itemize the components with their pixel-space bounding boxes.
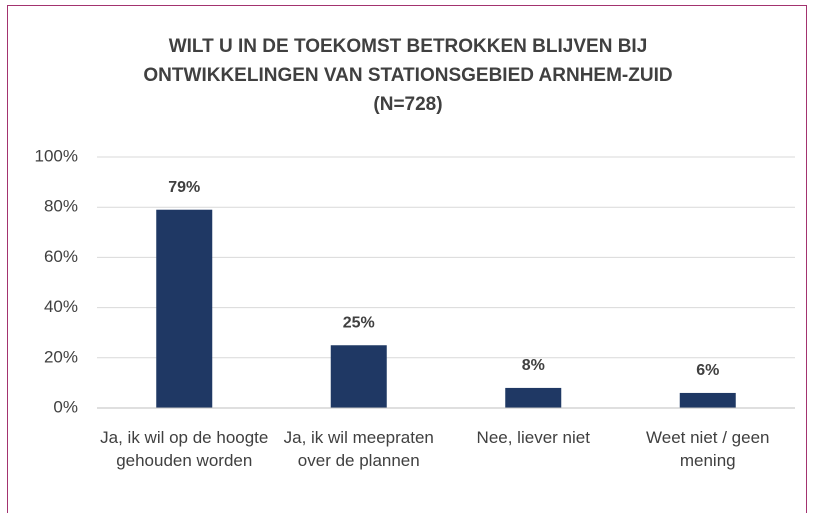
bar [679,392,736,408]
chart-title: WILT U IN DE TOEKOMST BETROKKEN BLIJVEN … [143,36,673,115]
y-tick-label: 100% [35,146,78,165]
x-tick-label: Ja, ik wil op de hoogte gehouden worden [100,428,269,470]
y-tick-label: 0% [53,397,78,416]
value-label: 79% [168,179,200,196]
y-tick-label: 80% [44,197,78,216]
value-label: 25% [343,314,375,331]
y-tick-label: 60% [44,247,78,266]
x-tick-label: Weet niet / geen mening [646,428,770,470]
bar [505,387,562,408]
chart-frame [7,5,807,513]
bar [156,209,213,408]
value-label: 8% [522,357,545,374]
x-tick-label: Nee, liever niet [476,428,590,447]
bar [330,345,387,408]
value-label: 6% [696,362,719,379]
y-tick-label: 20% [44,347,78,366]
x-tick-label: Ja, ik wil meepraten over de plannen [283,428,434,470]
y-tick-label: 40% [44,297,78,316]
